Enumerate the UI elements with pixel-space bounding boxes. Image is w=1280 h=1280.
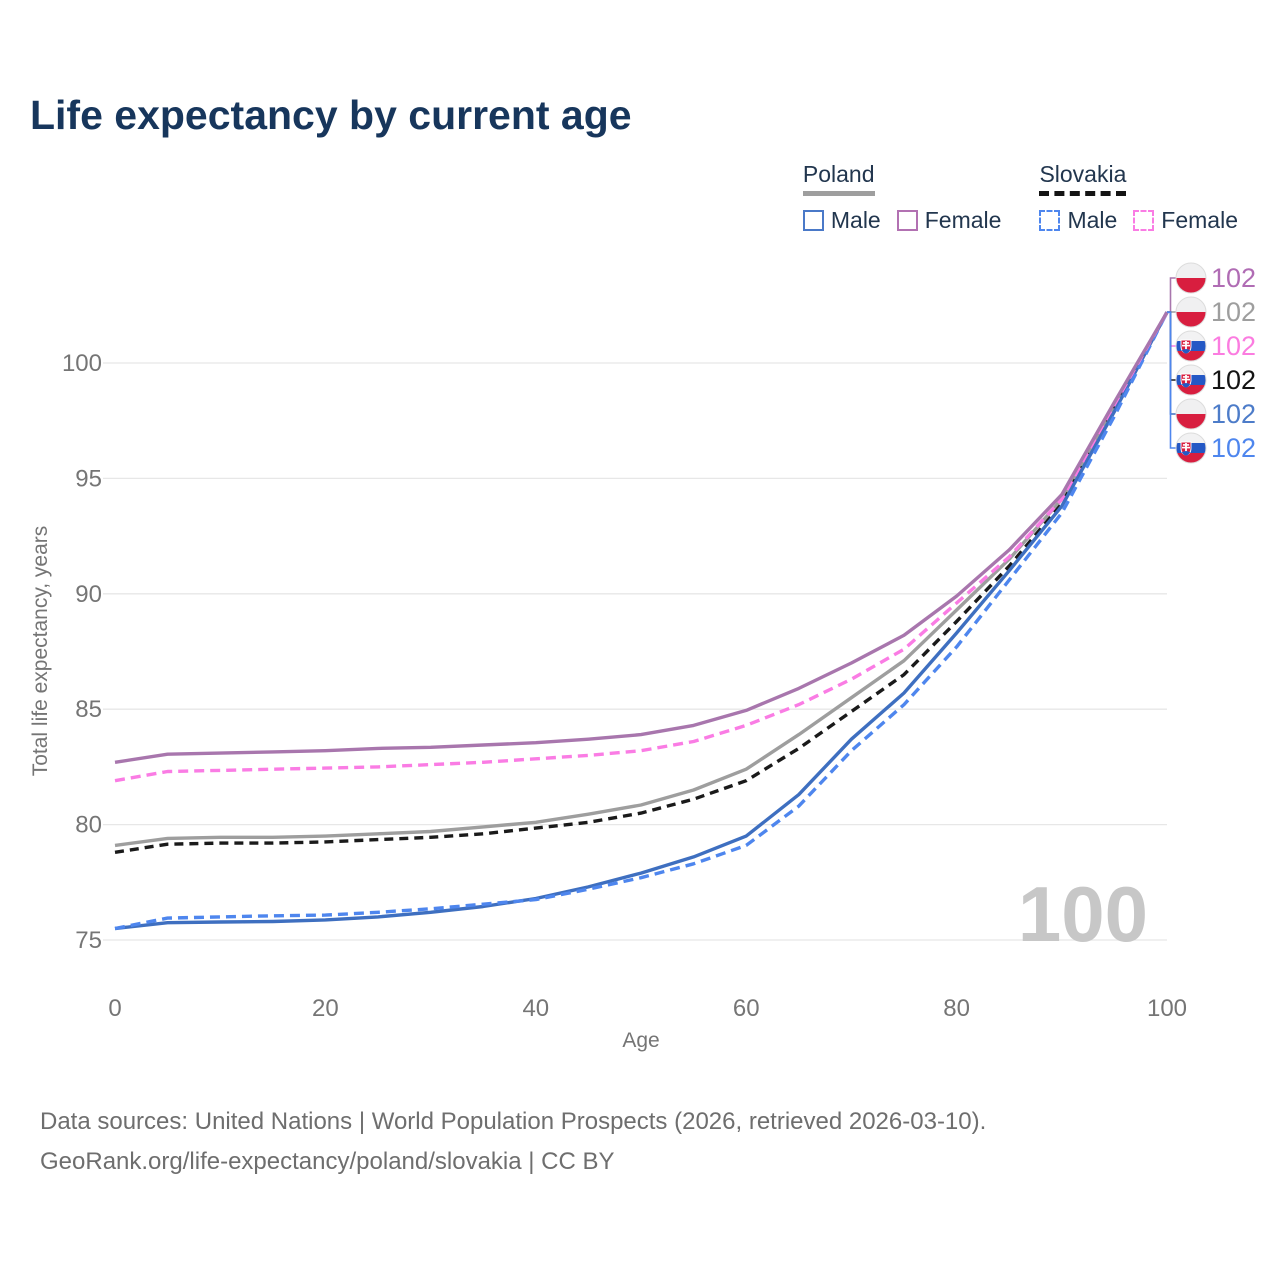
chart-legend: Poland Male Female Slovakia Male [802, 161, 1238, 234]
poland-male-swatch-icon [802, 210, 824, 231]
line-slovakia-total[interactable] [114, 311, 1169, 854]
line-poland-female[interactable] [114, 311, 1169, 764]
source-url-text: GeoRank.org/life-expectancy/poland/slova… [40, 1148, 615, 1175]
line-slovakia-female[interactable] [114, 311, 1169, 783]
slovakia-emblem-icon [1180, 339, 1192, 354]
y-tick-label: 95 [75, 465, 102, 492]
x-tick-label: 20 [312, 995, 339, 1022]
legend-label-poland-female: Female [924, 207, 1002, 233]
leader-line-poland-male [1167, 311, 1176, 415]
legend-label-poland-male: Male [830, 207, 881, 233]
y-axis-title: Total life expectancy, years [29, 526, 52, 777]
x-tick-label: 100 [1147, 995, 1187, 1022]
y-tick-label: 80 [75, 812, 102, 839]
slovakia-flag-icon [1175, 432, 1207, 464]
line-poland-male[interactable] [114, 311, 1169, 931]
legend-country-poland: Poland [802, 161, 875, 196]
slovakia-flag-icon [1175, 330, 1207, 362]
end-value-label-slovakia-male: 102 [1211, 433, 1256, 463]
leader-line-poland-female [1167, 277, 1176, 314]
page-title: Life expectancy by current age [30, 92, 632, 138]
end-value-label-poland-male: 102 [1211, 399, 1256, 429]
legend-item-slovakia-female[interactable]: Female [1133, 207, 1238, 234]
end-value-label-slovakia-total: 102 [1211, 365, 1256, 395]
legend-country-slovakia: Slovakia [1039, 161, 1127, 196]
slovakia-flag-icon [1175, 364, 1207, 396]
y-tick-label: 100 [62, 350, 102, 377]
x-tick-label: 0 [108, 995, 121, 1022]
legend-items-poland: Male Female [802, 207, 1002, 234]
y-tick-label: 75 [75, 927, 102, 954]
slovakia-emblem-icon [1180, 373, 1192, 388]
x-tick-label: 40 [522, 995, 549, 1022]
slovakia-male-swatch-icon [1039, 210, 1061, 231]
legend-item-poland-female[interactable]: Female [896, 207, 1002, 234]
legend-group-poland: Poland Male Female [802, 161, 1002, 234]
end-value-label-poland-total: 102 [1211, 297, 1256, 327]
legend-label-slovakia-female: Female [1161, 207, 1238, 233]
slovakia-female-swatch-icon [1133, 210, 1155, 231]
poland-flag-icon [1175, 398, 1207, 430]
end-value-label-poland-female: 102 [1211, 263, 1256, 293]
age-watermark: 100 [1018, 870, 1148, 958]
end-value-label-slovakia-female: 102 [1211, 331, 1256, 361]
x-tick-label: 80 [943, 995, 970, 1022]
line-slovakia-male[interactable] [114, 311, 1169, 931]
slovakia-emblem-icon [1180, 441, 1192, 456]
legend-item-slovakia-male[interactable]: Male [1039, 207, 1117, 234]
x-axis-title: Age [622, 1029, 659, 1052]
chart-footer: Data sources: United Nations | World Pop… [40, 1102, 986, 1182]
legend-items-slovakia: Male Female [1039, 207, 1238, 234]
legend-item-poland-male[interactable]: Male [802, 207, 881, 234]
y-tick-label: 90 [75, 581, 102, 608]
data-sources-text: Data sources: United Nations | World Pop… [40, 1108, 987, 1135]
y-tick-label: 85 [75, 696, 102, 723]
legend-label-slovakia-male: Male [1067, 207, 1118, 233]
poland-flag-icon [1175, 296, 1207, 328]
poland-flag-icon [1175, 262, 1207, 294]
x-tick-label: 60 [733, 995, 760, 1022]
poland-female-swatch-icon [896, 210, 918, 231]
leader-line-slovakia-male [1167, 311, 1176, 449]
line-poland-total[interactable] [114, 311, 1169, 848]
leader-line-slovakia-female [1167, 311, 1176, 347]
legend-group-slovakia: Slovakia Male Female [1039, 161, 1238, 234]
